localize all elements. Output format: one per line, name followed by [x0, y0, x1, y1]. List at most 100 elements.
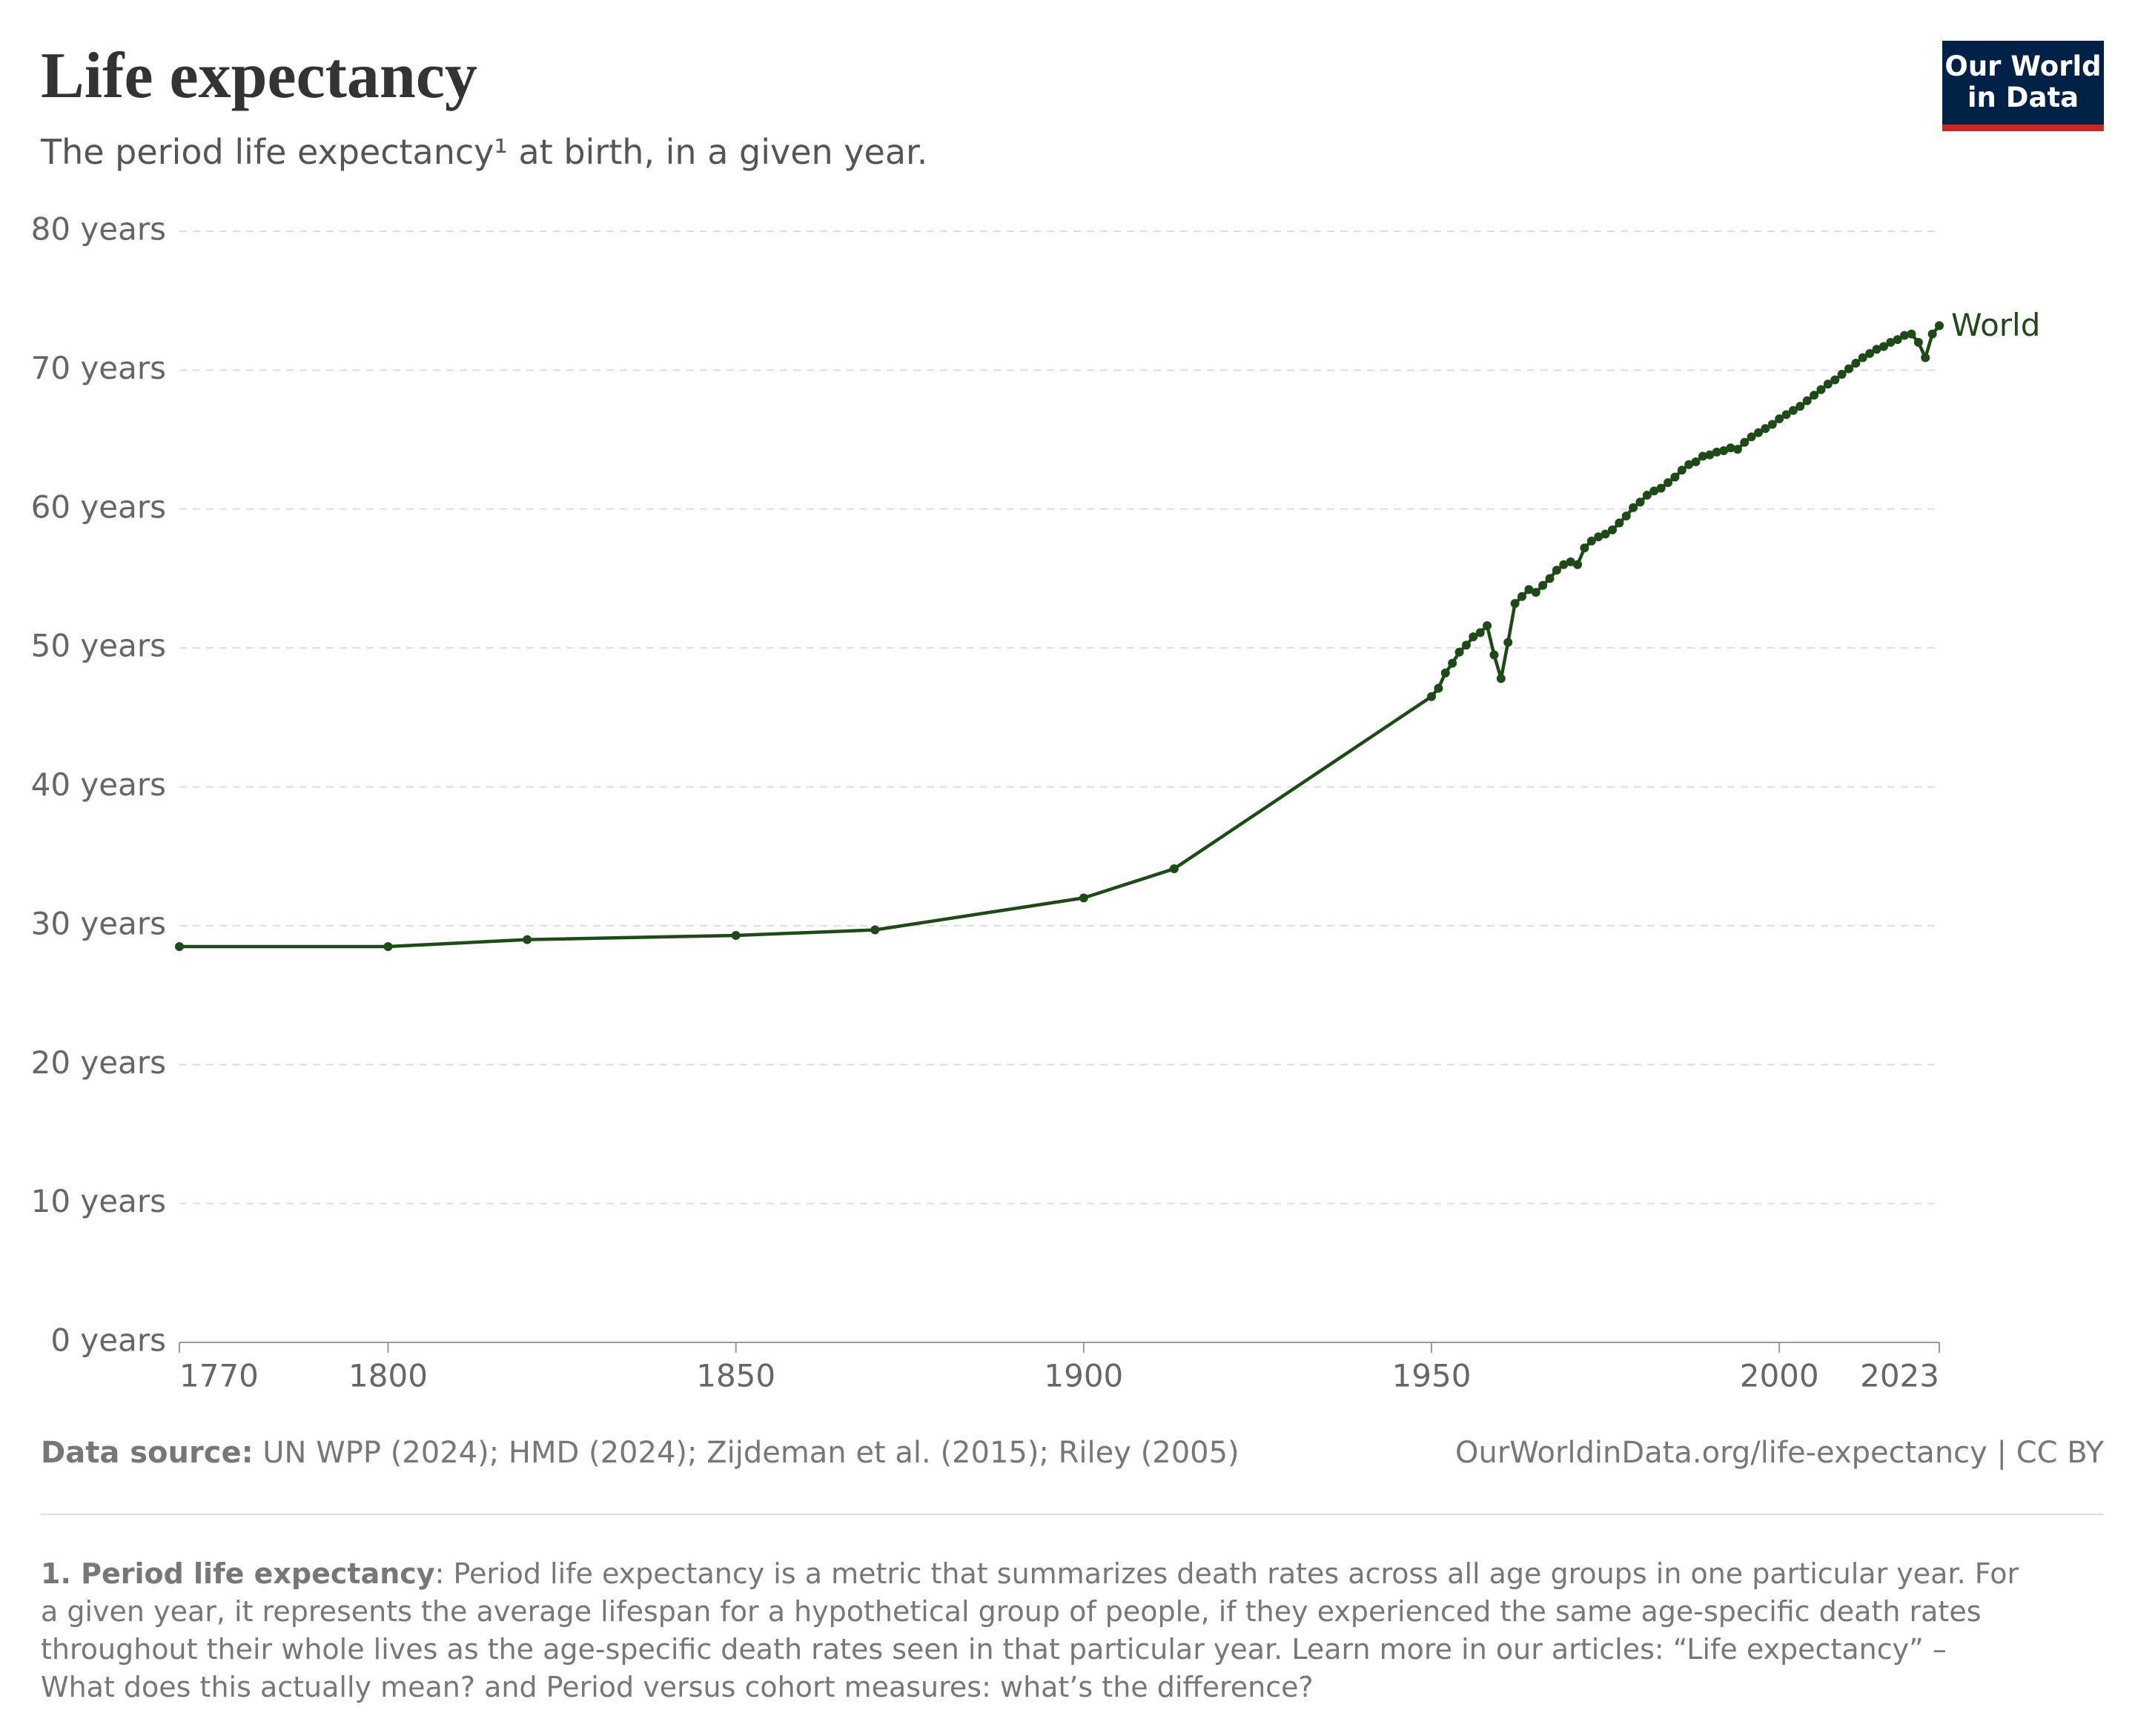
y-tick-label: 40 years: [31, 766, 166, 803]
data-point: [1935, 321, 1944, 331]
data-point: [1670, 472, 1680, 482]
data-point: [1698, 451, 1707, 461]
data-point: [1781, 410, 1791, 420]
data-point: [1448, 658, 1457, 668]
chart-title: Life expectancy: [41, 40, 477, 112]
data-point: [523, 935, 532, 944]
data-point: [1427, 692, 1437, 701]
data-point: [1732, 445, 1742, 454]
data-point: [1642, 491, 1652, 500]
data-point: [1169, 864, 1179, 874]
data-point: [1559, 560, 1569, 569]
data-point: [1656, 483, 1666, 493]
data-point: [1740, 437, 1750, 447]
data-point: [1677, 466, 1687, 475]
data-point: [1858, 353, 1867, 362]
data-point: [1434, 683, 1443, 693]
data-point: [1754, 428, 1764, 437]
y-tick-label: 10 years: [31, 1183, 166, 1219]
data-point: [1705, 450, 1715, 460]
chart-subtitle: The period life expectancy¹ at birth, in…: [41, 132, 928, 172]
data-point: [1440, 668, 1450, 677]
data-point: [1538, 580, 1548, 590]
x-tick-label: 1850: [696, 1358, 775, 1394]
x-tick-label: 1950: [1392, 1358, 1472, 1394]
x-tick-label: 1800: [348, 1358, 428, 1394]
footnote: 1. Period life expectancy: Period life e…: [41, 1555, 2028, 1706]
y-tick-label: 30 years: [31, 905, 166, 941]
data-point: [1865, 348, 1875, 358]
data-point: [870, 925, 880, 935]
data-point: [1837, 369, 1847, 379]
data-point: [1635, 497, 1645, 507]
data-point: [1691, 457, 1701, 467]
data-point: [1788, 405, 1798, 415]
data-point: [1684, 460, 1694, 469]
data-point: [383, 941, 393, 951]
source-text: UN WPP (2024); HMD (2024); Zijdeman et a…: [253, 1436, 1239, 1470]
data-point: [1775, 414, 1784, 423]
data-point: [175, 941, 184, 951]
data-point: [1747, 432, 1756, 442]
data-point: [1844, 364, 1854, 374]
data-point: [1823, 380, 1833, 389]
data-point: [1795, 402, 1805, 411]
data-point: [1573, 560, 1583, 569]
x-tick-label: 2023: [1860, 1358, 1939, 1394]
data-point: [1461, 640, 1471, 650]
data-point: [1893, 335, 1902, 345]
data-point: [1483, 621, 1492, 631]
data-point: [1615, 518, 1624, 528]
data-point: [1712, 447, 1721, 457]
data-point: [1830, 375, 1840, 385]
y-tick-label: 70 years: [31, 350, 166, 386]
data-point: [1489, 650, 1499, 660]
y-tick-label: 80 years: [31, 211, 166, 248]
data-point: [1079, 893, 1088, 903]
data-point: [1454, 647, 1464, 657]
x-tick-label: 2000: [1740, 1358, 1819, 1394]
data-point: [1496, 674, 1506, 683]
data-point: [1629, 503, 1638, 512]
data-point: [1607, 525, 1617, 534]
data-point: [1475, 628, 1485, 637]
data-point: [1913, 337, 1923, 347]
data-point: [1810, 391, 1819, 400]
x-tick-label: 1770: [179, 1358, 259, 1394]
data-point: [1469, 632, 1478, 642]
data-point: [1879, 342, 1888, 351]
data-point: [1886, 337, 1896, 347]
y-tick-label: 50 years: [31, 628, 166, 664]
source-url[interactable]: OurWorldinData.org/life-expectancy | CC …: [1455, 1436, 2104, 1470]
data-point: [1586, 536, 1596, 546]
y-tick-label: 0 years: [50, 1322, 166, 1359]
y-tick-label: 60 years: [31, 488, 166, 525]
source: Data source: UN WPP (2024); HMD (2024); …: [41, 1436, 1239, 1470]
data-point: [1545, 574, 1555, 583]
logo-text: in Data: [1967, 82, 2079, 113]
data-point: [1510, 599, 1520, 609]
data-point: [1872, 345, 1881, 354]
data-point: [1900, 331, 1910, 340]
data-point: [1767, 420, 1777, 429]
y-tick-label: 20 years: [31, 1044, 166, 1081]
data-point: [1552, 566, 1561, 575]
data-point: [1921, 353, 1930, 362]
data-point: [1726, 443, 1735, 453]
data-point: [731, 930, 741, 940]
data-point: [1517, 592, 1526, 601]
data-point: [1524, 585, 1534, 594]
data-point: [1907, 329, 1916, 339]
logo[interactable]: Our World in Data: [1942, 41, 2104, 131]
logo-text: Our World: [1944, 50, 2102, 82]
data-point: [1531, 588, 1540, 597]
data-point: [1664, 478, 1673, 488]
data-point: [1851, 359, 1861, 368]
footnote-term: 1. Period life expectancy: [41, 1557, 435, 1590]
data-point: [1601, 529, 1610, 539]
footnote-text: : Period life expectancy is a metric tha…: [41, 1557, 2019, 1703]
data-point: [1566, 557, 1575, 566]
data-point: [1649, 486, 1659, 496]
x-tick-label: 1900: [1044, 1358, 1123, 1394]
data-point: [1621, 511, 1631, 521]
